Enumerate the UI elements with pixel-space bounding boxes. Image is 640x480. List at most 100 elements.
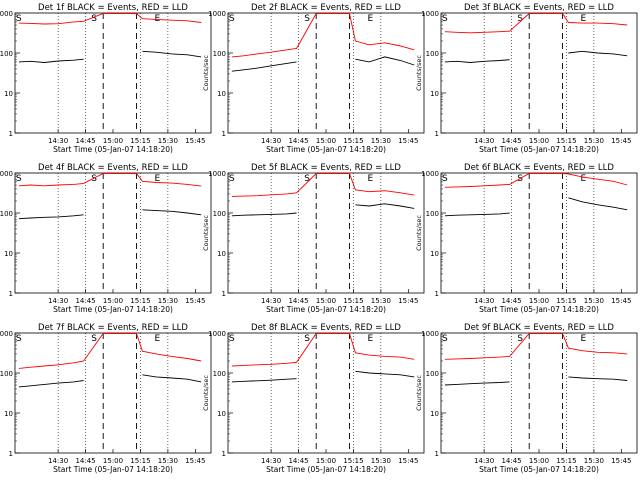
panel-title: Det 4f BLACK = Events, RED = LLD: [38, 163, 188, 173]
x-axis-label: Start Time (05-Jan-07 14:18:20): [266, 145, 386, 154]
x-tick-label: 14:45: [288, 297, 308, 305]
series-events: [18, 374, 202, 388]
y-axis-label: Counts/sec: [415, 375, 423, 411]
x-tick-label: 15:45: [611, 137, 631, 145]
start-marker-label: S: [304, 334, 310, 344]
panel-4: Det 4f BLACK = Events, RED = LLD 1 10 100 10…: [0, 163, 212, 314]
plot-frame: [227, 172, 425, 294]
y-tick-label: 1000: [208, 330, 226, 338]
corner-s-label: S: [16, 334, 22, 344]
y-axis-label: Counts/sec: [202, 375, 210, 411]
start-marker-label: S: [517, 14, 523, 24]
y-tick-label: 10: [4, 410, 13, 418]
x-axis-label: Start Time (05-Jan-07 14:18:20): [53, 465, 173, 474]
series-lld: [18, 173, 202, 187]
start-marker-label: S: [304, 14, 310, 24]
corner-s-label: S: [442, 334, 448, 344]
x-tick-label: 15:45: [398, 137, 418, 145]
series-events: [444, 376, 628, 386]
panel-5: Det 5f BLACK = Events, RED = LLD 1 10 100 10…: [202, 163, 425, 314]
y-tick-label: 10: [4, 250, 13, 258]
x-tick-label: 14:30: [474, 457, 494, 465]
x-tick-label: 15:00: [316, 297, 336, 305]
x-tick-label: 15:15: [343, 137, 363, 145]
end-marker-label: E: [581, 174, 587, 184]
series-lld: [444, 173, 628, 188]
x-axis-label: Start Time (05-Jan-07 14:18:20): [53, 305, 173, 314]
y-tick-label: 1: [9, 130, 13, 138]
x-axis-label: Start Time (05-Jan-07 14:18:20): [479, 145, 599, 154]
y-tick-label: 100: [426, 210, 439, 218]
plot-frame: [440, 332, 638, 454]
panel-title: Det 6f BLACK = Events, RED = LLD: [464, 163, 614, 173]
x-tick-label: 15:30: [371, 457, 391, 465]
panel-title: Det 5f BLACK = Events, RED = LLD: [251, 163, 401, 173]
x-tick-label: 15:30: [371, 137, 391, 145]
start-marker-label: S: [304, 174, 310, 184]
y-tick-label: 1: [222, 290, 226, 298]
y-tick-label: 10: [430, 410, 439, 418]
series-events: [231, 56, 415, 72]
x-tick-label: 14:45: [75, 297, 95, 305]
panel-title: Det 3f BLACK = Events, RED = LLD: [464, 3, 614, 13]
y-tick-label: 10: [217, 250, 226, 258]
panel-7: Det 7f BLACK = Events, RED = LLD 1 10 100 10…: [0, 323, 212, 474]
x-tick-label: 15:30: [584, 457, 604, 465]
y-axis-label: Counts/sec: [415, 215, 423, 251]
end-marker-label: E: [155, 14, 161, 24]
x-tick-label: 15:15: [343, 457, 363, 465]
plot-frame: [440, 172, 638, 294]
x-tick-label: 15:00: [529, 297, 549, 305]
start-marker-label: S: [91, 14, 97, 24]
x-tick-label: 15:15: [556, 457, 576, 465]
x-tick-label: 15:15: [343, 297, 363, 305]
x-tick-label: 15:15: [130, 297, 150, 305]
x-tick-label: 15:30: [158, 297, 178, 305]
start-marker-label: S: [91, 174, 97, 184]
y-axis-label: Counts/sec: [415, 55, 423, 91]
x-tick-label: 15:45: [185, 457, 205, 465]
end-marker-label: E: [581, 14, 587, 24]
panel-8: Det 8f BLACK = Events, RED = LLD 1 10 100 10…: [202, 323, 425, 474]
series-lld: [231, 333, 415, 367]
x-tick-label: 15:00: [316, 457, 336, 465]
end-marker-label: E: [155, 174, 161, 184]
x-tick-label: 14:30: [261, 457, 281, 465]
panel-title: Det 9f BLACK = Events, RED = LLD: [464, 323, 614, 333]
y-tick-label: 1000: [0, 330, 13, 338]
x-tick-label: 15:45: [398, 297, 418, 305]
y-tick-label: 100: [213, 210, 226, 218]
panel-title: Det 1f BLACK = Events, RED = LLD: [38, 3, 188, 13]
x-axis-label: Start Time (05-Jan-07 14:18:20): [53, 145, 173, 154]
y-axis-label: Counts/sec: [202, 215, 210, 251]
x-tick-label: 15:00: [316, 137, 336, 145]
y-tick-label: 1: [222, 450, 226, 458]
x-tick-label: 15:15: [556, 137, 576, 145]
corner-s-label: S: [16, 174, 22, 184]
x-tick-label: 14:45: [75, 137, 95, 145]
x-tick-label: 15:00: [103, 137, 123, 145]
x-tick-label: 15:45: [611, 297, 631, 305]
series-lld: [444, 13, 628, 34]
y-tick-label: 10: [430, 250, 439, 258]
plot-frame: [227, 12, 425, 134]
y-tick-label: 1: [222, 130, 226, 138]
x-tick-label: 15:30: [158, 137, 178, 145]
panel-title: Det 2f BLACK = Events, RED = LLD: [251, 3, 401, 13]
x-tick-label: 15:00: [529, 457, 549, 465]
end-marker-label: E: [368, 334, 374, 344]
x-tick-label: 14:30: [48, 457, 68, 465]
panel-2: Det 2f BLACK = Events, RED = LLD 1 10 100 10…: [202, 3, 425, 154]
y-tick-label: 1000: [421, 330, 439, 338]
panel-title: Det 7f BLACK = Events, RED = LLD: [38, 323, 188, 333]
series-events: [444, 50, 628, 63]
plot-frame: [14, 172, 212, 294]
x-tick-label: 15:00: [103, 297, 123, 305]
x-tick-label: 14:30: [474, 137, 494, 145]
series-events: [18, 50, 202, 63]
corner-s-label: S: [229, 334, 235, 344]
end-marker-label: E: [368, 14, 374, 24]
corner-s-label: S: [229, 14, 235, 24]
corner-s-label: S: [16, 14, 22, 24]
plot-frame: [440, 12, 638, 134]
